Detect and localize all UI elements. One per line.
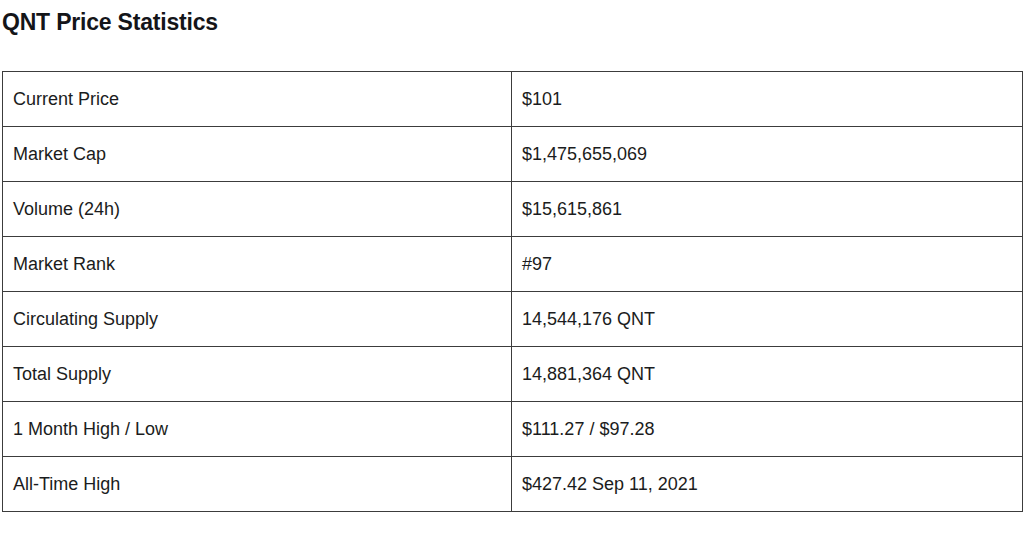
stat-value-circulating-supply: 14,544,176 QNT — [512, 292, 1023, 347]
stat-value-volume-24h: $15,615,861 — [512, 182, 1023, 237]
table-row: Market Rank #97 — [3, 237, 1023, 292]
table-row: Total Supply 14,881,364 QNT — [3, 347, 1023, 402]
price-statistics-table: Current Price $101 Market Cap $1,475,655… — [2, 71, 1023, 512]
stat-value-current-price: $101 — [512, 72, 1023, 127]
stat-label-circulating-supply: Circulating Supply — [3, 292, 512, 347]
table-row: Circulating Supply 14,544,176 QNT — [3, 292, 1023, 347]
stat-label-total-supply: Total Supply — [3, 347, 512, 402]
table-row: Market Cap $1,475,655,069 — [3, 127, 1023, 182]
stat-value-market-rank: #97 — [512, 237, 1023, 292]
stat-label-1-month-high-low: 1 Month High / Low — [3, 402, 512, 457]
stat-value-market-cap: $1,475,655,069 — [512, 127, 1023, 182]
stat-label-market-cap: Market Cap — [3, 127, 512, 182]
table-row: 1 Month High / Low $111.27 / $97.28 — [3, 402, 1023, 457]
stat-label-market-rank: Market Rank — [3, 237, 512, 292]
stat-value-1-month-high-low: $111.27 / $97.28 — [512, 402, 1023, 457]
qnt-price-statistics-page: QNT Price Statistics Current Price $101 … — [0, 0, 1024, 542]
stat-value-total-supply: 14,881,364 QNT — [512, 347, 1023, 402]
table-row: Volume (24h) $15,615,861 — [3, 182, 1023, 237]
page-title: QNT Price Statistics — [2, 8, 218, 36]
stat-label-current-price: Current Price — [3, 72, 512, 127]
stat-value-all-time-high: $427.42 Sep 11, 2021 — [512, 457, 1023, 512]
stat-label-volume-24h: Volume (24h) — [3, 182, 512, 237]
stat-label-all-time-high: All-Time High — [3, 457, 512, 512]
table-row: Current Price $101 — [3, 72, 1023, 127]
table-row: All-Time High $427.42 Sep 11, 2021 — [3, 457, 1023, 512]
